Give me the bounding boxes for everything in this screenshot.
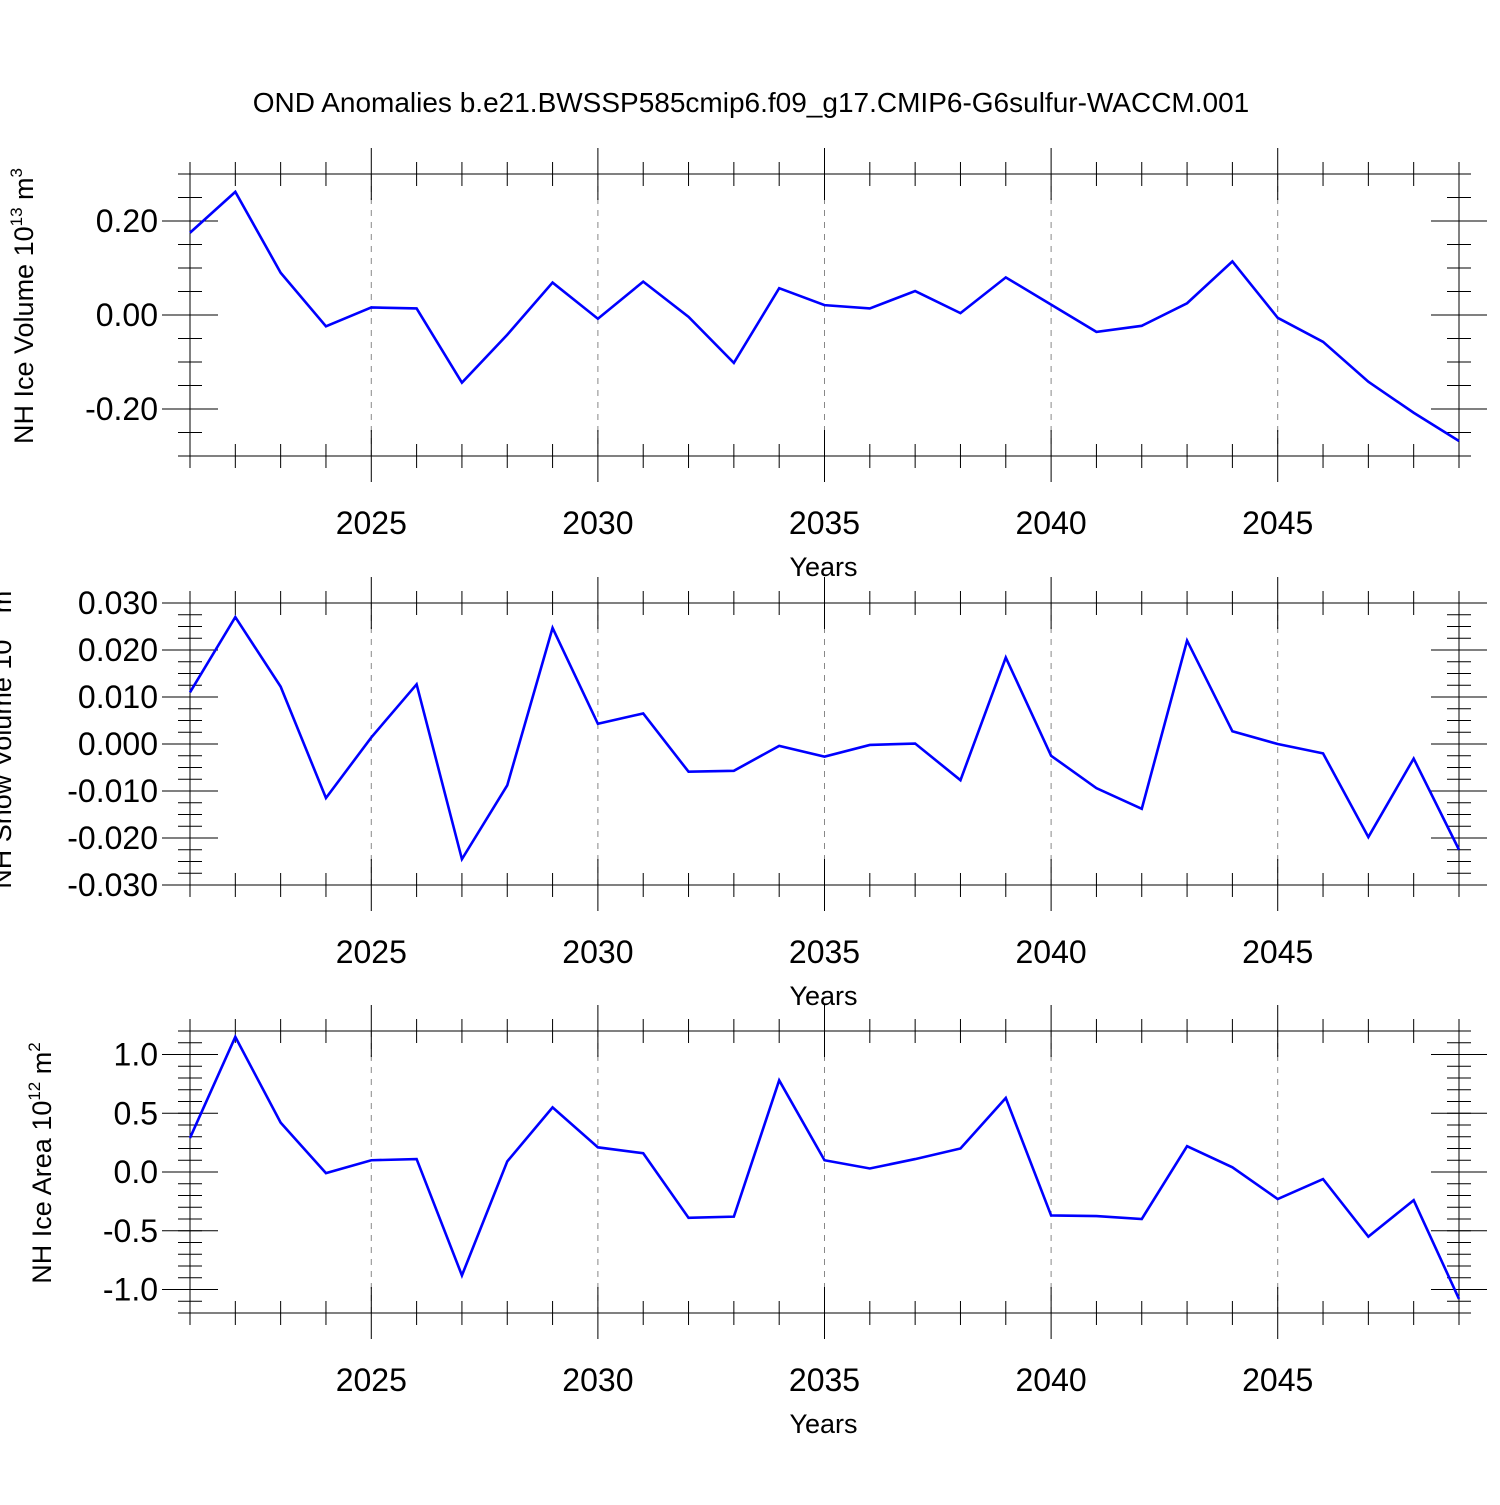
x-tick-label: 2040 bbox=[1016, 505, 1087, 541]
x-tick-label: 2025 bbox=[336, 505, 407, 541]
chart-title: OND Anomalies b.e21.BWSSP585cmip6.f09_g1… bbox=[253, 87, 1250, 118]
x-axis-label: Years bbox=[789, 552, 857, 582]
y-tick-label: 1.0 bbox=[114, 1037, 158, 1073]
x-tick-label: 2030 bbox=[562, 505, 633, 541]
x-tick-label: 2030 bbox=[562, 1362, 633, 1398]
y-tick-label: -0.030 bbox=[67, 867, 158, 903]
plot-panel-2: -0.030 -0.020 -0.010 0.000 0.010 0.020 0.030 20… bbox=[0, 577, 1487, 1011]
plot-frame bbox=[190, 603, 1459, 885]
y-tick-label: 0.010 bbox=[78, 679, 158, 715]
y-tick-label: 0.20 bbox=[96, 203, 158, 239]
y-tick-label: -0.010 bbox=[67, 773, 158, 809]
x-tick-label: 2040 bbox=[1016, 1362, 1087, 1398]
y-tick-label: -0.020 bbox=[67, 820, 158, 856]
y-axis-label: NH Ice Area 1012 m2 bbox=[25, 1042, 57, 1283]
x-tick-label: 2045 bbox=[1242, 505, 1313, 541]
x-tick-label: 2045 bbox=[1242, 1362, 1313, 1398]
x-tick-label: 2045 bbox=[1242, 934, 1313, 970]
x-axis-label: Years bbox=[789, 981, 857, 1011]
y-tick-label: 0.5 bbox=[114, 1095, 158, 1131]
y-tick-label: 0.030 bbox=[78, 585, 158, 621]
x-axis-label: Years bbox=[789, 1409, 857, 1439]
y-axis-label: NH Ice Volume 1013 m3 bbox=[7, 168, 39, 444]
y-tick-label: 0.000 bbox=[78, 726, 158, 762]
plot-panel-1: -0.20 0.00 0.20 2025 2030 2035 2040 2045 Years NH… bbox=[7, 148, 1487, 582]
y-tick-label: -1.0 bbox=[103, 1272, 158, 1308]
x-tick-label: 2025 bbox=[336, 1362, 407, 1398]
plot-frame bbox=[190, 1031, 1459, 1313]
x-tick-label: 2025 bbox=[336, 934, 407, 970]
x-tick-label: 2030 bbox=[562, 934, 633, 970]
x-tick-label: 2035 bbox=[789, 505, 860, 541]
y-tick-label: 0.0 bbox=[114, 1154, 158, 1190]
plot-frame bbox=[190, 174, 1459, 456]
x-tick-label: 2040 bbox=[1016, 934, 1087, 970]
y-tick-label: -0.5 bbox=[103, 1213, 158, 1249]
y-tick-label: 0.020 bbox=[78, 632, 158, 668]
y-tick-label: -0.20 bbox=[85, 391, 158, 427]
plot-panel-3: -1.0 -0.5 0.0 0.5 1.0 2025 2030 2035 2040 2045 Yea… bbox=[25, 1005, 1487, 1439]
x-tick-label: 2035 bbox=[789, 934, 860, 970]
y-axis-label: NH Snow Volume 1013 m3 bbox=[0, 581, 17, 889]
y-tick-label: 0.00 bbox=[96, 297, 158, 333]
x-tick-label: 2035 bbox=[789, 1362, 860, 1398]
